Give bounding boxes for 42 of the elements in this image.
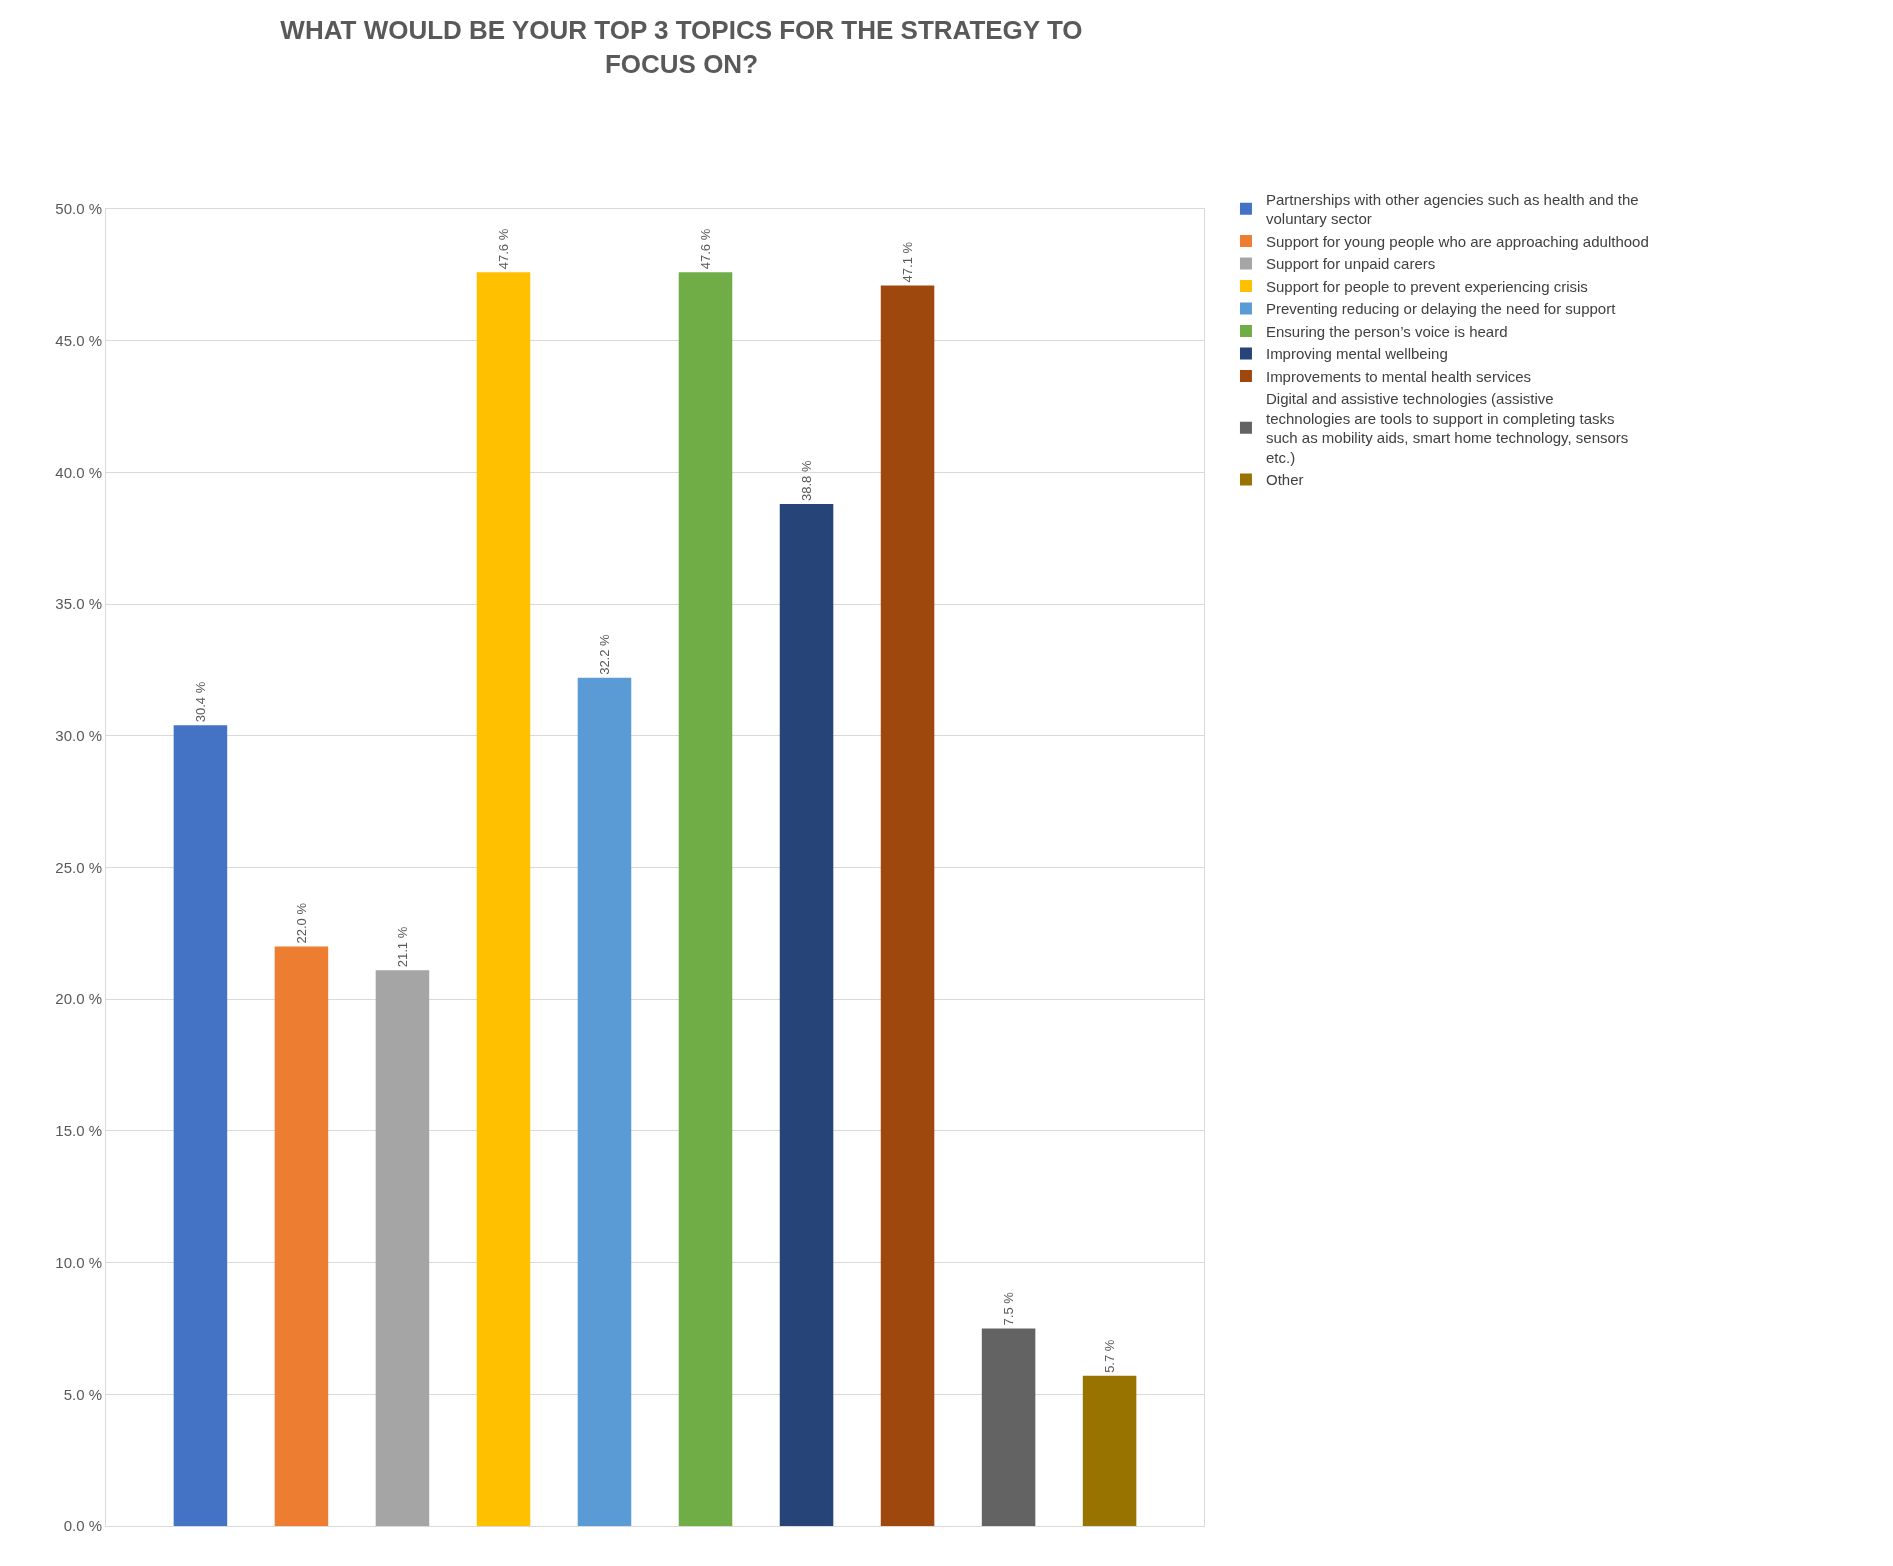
legend-label: Support for young people who are approaching adulthood xyxy=(1265,232,1649,250)
y-tick-label: 0.0 % xyxy=(63,1517,102,1535)
legend-label: Support for unpaid carers xyxy=(1265,255,1436,273)
legend-label: Digital and assistive technologies (assistive technologies are tools to support in completing tasks such as mobility aids, smart home technology, sensors etc.) xyxy=(1265,390,1629,466)
data-label: 7.5 % xyxy=(1001,1291,1017,1326)
y-tick-label: 35.0 % xyxy=(55,595,102,613)
data-label: 22.0 % xyxy=(293,902,309,944)
legend-label: Partnerships with other agencies such as health and the voluntary sector xyxy=(1265,190,1639,228)
bar xyxy=(1082,1375,1137,1526)
y-tick-label: 5.0 % xyxy=(63,1385,102,1403)
bar xyxy=(880,285,935,1526)
data-label: 47.6 % xyxy=(495,228,511,270)
y-tick-label: 10.0 % xyxy=(55,1253,102,1271)
legend-label: Preventing reducing or delaying the need for support xyxy=(1265,300,1617,318)
y-tick-label: 30.0 % xyxy=(55,727,102,745)
legend-label: Improvements to mental health services xyxy=(1265,367,1532,385)
legend-label: Ensuring the person’s voice is heard xyxy=(1265,322,1508,340)
bar xyxy=(779,504,834,1526)
y-tick-label: 25.0 % xyxy=(55,858,102,876)
data-label: 30.4 % xyxy=(192,681,208,723)
data-label: 38.8 % xyxy=(799,460,815,502)
legend-label: Improving mental wellbeing xyxy=(1265,345,1448,363)
y-tick-label: 40.0 % xyxy=(55,463,102,481)
y-tick-label: 50.0 % xyxy=(55,200,102,218)
y-tick-label: 20.0 % xyxy=(55,990,102,1008)
y-tick-label: 45.0 % xyxy=(55,331,102,349)
chart-title: WHAT WOULD BE YOUR TOP 3 TOPICS FOR THE STRATEGY TO FOCUS ON? xyxy=(280,15,1083,79)
legend-label: Support for people to prevent experiencing crisis xyxy=(1265,277,1588,295)
bar xyxy=(274,946,329,1526)
data-label: 47.1 % xyxy=(900,241,916,283)
data-label: 5.7 % xyxy=(1102,1339,1118,1373)
bar xyxy=(173,725,228,1526)
data-label: 21.1 % xyxy=(394,926,410,968)
bar xyxy=(981,1328,1036,1526)
y-tick-label: 15.0 % xyxy=(55,1122,102,1140)
bar xyxy=(375,970,430,1526)
data-label: 32.2 % xyxy=(596,633,612,675)
bar xyxy=(678,272,733,1526)
bar xyxy=(577,677,632,1526)
bar xyxy=(476,272,531,1526)
data-label: 47.6 % xyxy=(698,228,714,270)
legend-label: Other xyxy=(1265,471,1304,489)
